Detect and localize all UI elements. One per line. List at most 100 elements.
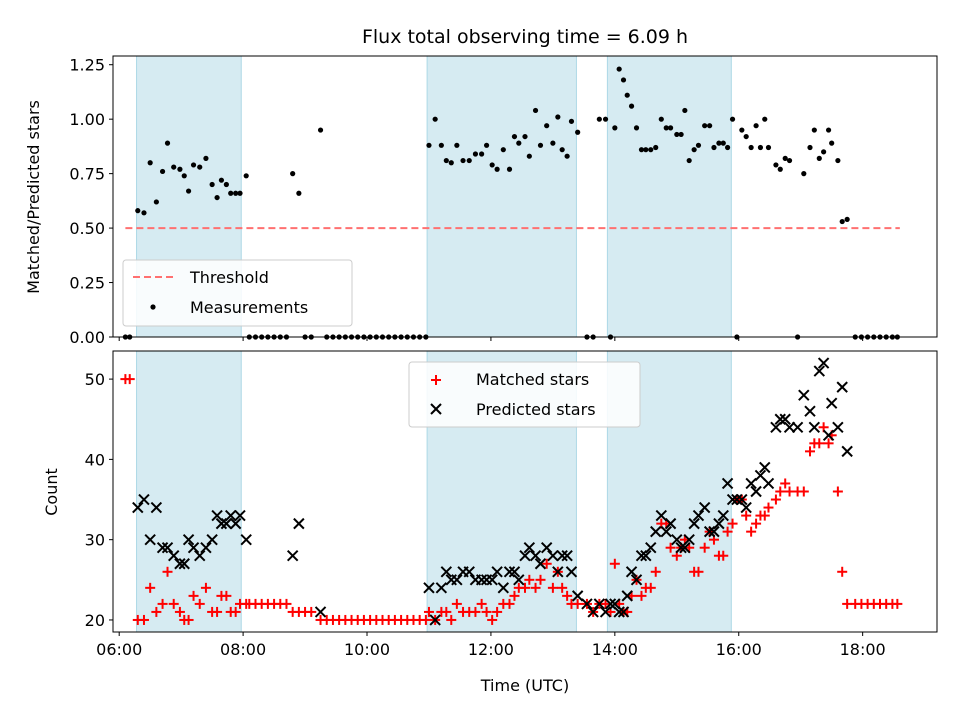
- measurement-point: [678, 131, 684, 138]
- matched-star-point: [145, 582, 156, 593]
- predicted-star-point: [211, 509, 223, 522]
- predicted-star-point: [519, 550, 531, 562]
- matched-star-point: [281, 598, 292, 609]
- x-tick-label: 06:00: [96, 640, 142, 659]
- measurement-point: [624, 92, 630, 98]
- matched-star-point: [188, 590, 199, 601]
- measurement-point: [290, 171, 296, 177]
- matched-star-point: [212, 606, 223, 617]
- matched-star-point: [174, 606, 185, 617]
- measurement-point: [825, 127, 832, 133]
- predicted-star-point: [429, 614, 441, 626]
- measurement-point: [448, 160, 454, 166]
- predicted-star-point: [556, 550, 568, 562]
- predicted-star-point: [683, 533, 695, 546]
- measurement-point: [711, 144, 717, 151]
- predicted-star-point: [703, 525, 716, 538]
- measurement-point: [602, 116, 609, 122]
- matched-star-point: [759, 510, 770, 521]
- top-data-points: [122, 66, 900, 340]
- matched-star-point: [798, 486, 809, 497]
- measurement-point: [237, 190, 243, 196]
- predicted-star-point: [762, 477, 775, 490]
- y-tick-label: 50: [85, 370, 105, 389]
- predicted-star-point: [617, 606, 630, 618]
- measurement-point: [695, 142, 702, 148]
- matched-star-point: [138, 614, 149, 625]
- matched-star-point: [470, 606, 481, 617]
- measurement-point: [667, 125, 674, 131]
- measurement-point: [214, 194, 220, 201]
- top-ticks: 0.00 0.25 0.50 0.75 1.00 1.25: [69, 56, 864, 347]
- matched-star-point: [557, 582, 568, 593]
- measurement-point: [443, 157, 449, 164]
- measurement-point: [164, 140, 171, 146]
- measurement-point: [829, 140, 835, 146]
- measurement-point: [575, 129, 581, 135]
- measurement-point: [432, 116, 438, 122]
- x-tick-label: 08:00: [220, 640, 266, 659]
- predicted-star-point: [144, 533, 156, 546]
- predicted-star-point: [529, 550, 542, 562]
- top-chart: 0.00 0.25 0.50 0.75 1.00 1.25 Matched/Predict…: [24, 55, 938, 347]
- matched-star-point: [763, 502, 774, 513]
- predicted-star-point: [599, 606, 612, 618]
- measurement-point: [532, 107, 539, 114]
- predicted-star-point: [561, 550, 573, 562]
- matched-star-point: [770, 494, 781, 505]
- predicted-star-point: [150, 501, 163, 514]
- matched-star-point: [814, 438, 825, 449]
- matched-star-point: [487, 614, 498, 625]
- measurement-point: [153, 199, 159, 205]
- legend-measurements-label: Measurements: [190, 298, 308, 317]
- measurement-point: [816, 155, 822, 161]
- predicted-star-point: [156, 541, 169, 554]
- predicted-star-point: [174, 558, 186, 570]
- predicted-star-point: [713, 517, 725, 530]
- legend-threshold-label: Threshold: [189, 268, 269, 287]
- predicted-star-point: [423, 582, 435, 594]
- predicted-star-point: [679, 541, 691, 554]
- x-axis-label: Time (UTC): [480, 676, 569, 695]
- measurement-point: [171, 164, 177, 170]
- measurement-point: [460, 157, 466, 164]
- matched-star-point: [609, 558, 620, 569]
- matched-star-point: [804, 446, 815, 457]
- predicted-star-point: [688, 517, 700, 530]
- measurement-point: [559, 147, 565, 153]
- bottom-y-axis-label: Count: [42, 468, 61, 516]
- predicted-star-point: [609, 598, 621, 610]
- y-tick-label: 1.25: [69, 56, 105, 75]
- predicted-star-point: [813, 365, 825, 377]
- predicted-star-point: [513, 574, 525, 586]
- predicted-star-point: [486, 574, 498, 586]
- y-tick-label: 40: [85, 450, 105, 469]
- measurement-point: [777, 166, 783, 172]
- y-tick-label: 0.25: [69, 274, 105, 293]
- predicted-star-point: [630, 574, 643, 586]
- bottom-legend: Matched stars Predicted stars: [408, 361, 641, 428]
- predicted-star-point: [731, 493, 743, 506]
- legend-predicted-label: Predicted stars: [476, 400, 596, 419]
- matched-star-point: [722, 526, 733, 537]
- measurement-point: [835, 157, 841, 164]
- matched-star-point: [481, 606, 492, 617]
- measurement-point: [185, 188, 192, 194]
- predicted-star-point: [692, 509, 705, 522]
- matched-star-point: [892, 598, 903, 609]
- matched-star-point: [823, 438, 834, 449]
- x-tick-label: 12:00: [468, 640, 514, 659]
- predicted-star-point: [825, 397, 838, 409]
- y-tick-label: 30: [85, 531, 105, 550]
- matched-star-point: [509, 590, 520, 601]
- measurement-point: [135, 208, 141, 214]
- predicted-star-point: [178, 558, 190, 570]
- matched-star-point: [665, 542, 676, 553]
- measurement-point: [526, 153, 532, 159]
- matched-star-point: [746, 526, 757, 537]
- matched-star-point: [775, 486, 786, 497]
- predicted-star-point: [314, 606, 327, 618]
- measurement-point: [596, 116, 602, 122]
- measurement-point: [691, 147, 697, 153]
- top-shaded-regions: [136, 55, 732, 338]
